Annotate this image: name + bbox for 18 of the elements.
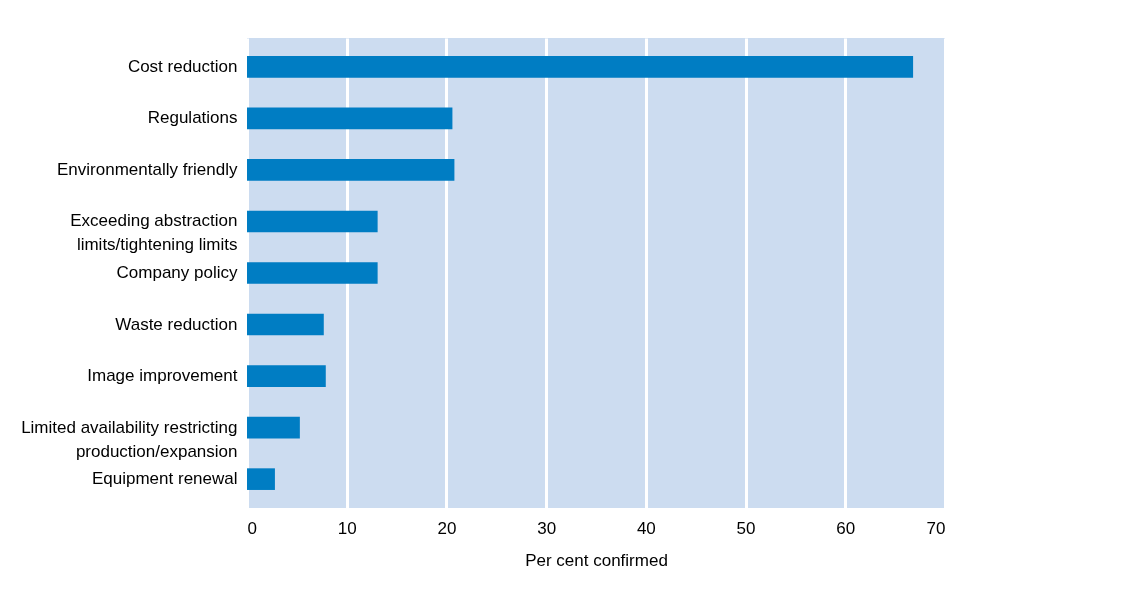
x-tick-label: 10 <box>337 518 357 538</box>
x-axis-title: Per cent confirmed <box>525 550 668 570</box>
x-tick-label: 0 <box>247 518 257 538</box>
y-tick-label: Company policy <box>116 263 238 282</box>
y-tick-label: Image improvement <box>87 366 238 386</box>
y-tick-label: Regulations <box>147 108 238 128</box>
x-tick-label: 40 <box>636 518 656 538</box>
x-tick-label: 20 <box>437 518 457 538</box>
y-tick-label: Environmentally friendly <box>57 159 238 179</box>
x-tick-label: 60 <box>836 518 856 538</box>
x-tick-label: 70 <box>926 518 946 538</box>
x-tick-label: 30 <box>537 518 557 538</box>
y-tick-label: Limited availability restricting production/expansion <box>21 417 238 461</box>
y-tick-label: Exceeding abstraction limits/tightening limits <box>70 211 238 255</box>
y-tick-label: Equipment renewal <box>91 469 238 489</box>
y-tick-label: Cost reduction <box>127 56 238 76</box>
y-tick-label: Waste reduction <box>115 314 238 334</box>
x-tick-label: 50 <box>736 518 756 538</box>
